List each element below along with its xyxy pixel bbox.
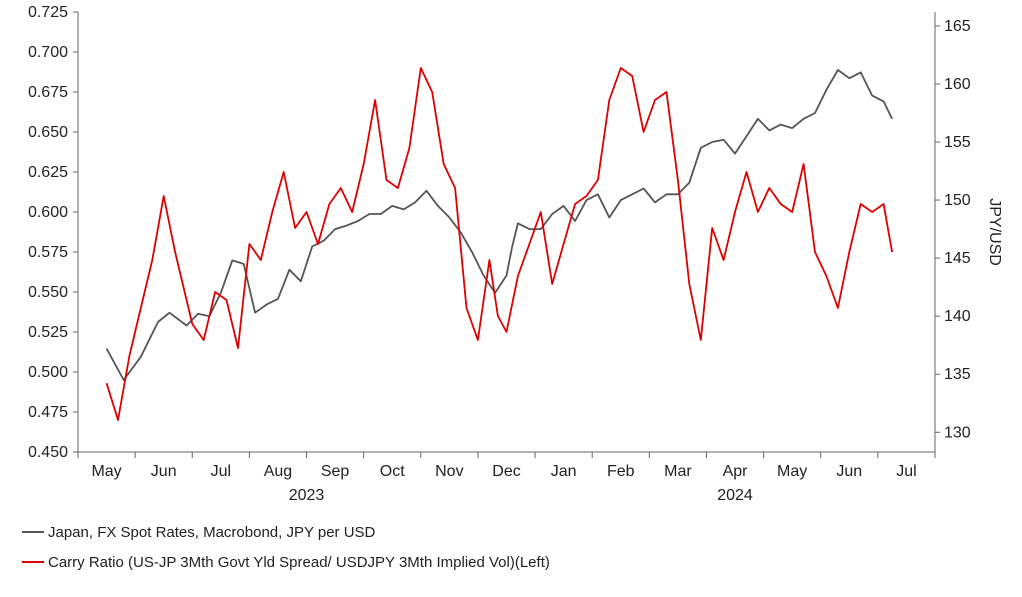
- carry-ratio-series-line: [105, 67, 893, 421]
- x-month-label: May: [777, 463, 807, 480]
- x-month-label: Aug: [264, 463, 292, 480]
- left-tick-label: 0.450: [28, 444, 68, 461]
- legend-item-fx: Japan, FX Spot Rates, Macrobond, JPY per…: [22, 520, 550, 544]
- right-tick-label: 145: [944, 250, 971, 267]
- x-month-label: Jul: [211, 463, 231, 480]
- left-tick-label: 0.475: [28, 404, 68, 421]
- x-month-label: Mar: [664, 463, 692, 480]
- left-tick-label: 0.500: [28, 364, 68, 381]
- left-tick-label: 0.625: [28, 164, 68, 181]
- left-tick-label: 0.650: [28, 124, 68, 141]
- x-month-label: Jan: [551, 463, 577, 480]
- line-chart: 0.450 0.475 0.500 0.525 0.550 0.575 0.600 0.625…: [28, 4, 1003, 504]
- legend-swatch-carry: [22, 561, 44, 563]
- left-tick-label: 0.675: [28, 84, 68, 101]
- x-year-label: 2024: [717, 487, 753, 504]
- x-month-label: Jun: [836, 463, 862, 480]
- x-month-label: Feb: [607, 463, 635, 480]
- right-tick-label: 165: [944, 18, 971, 35]
- x-month-label: Jul: [896, 463, 916, 480]
- left-tick-label: 0.700: [28, 44, 68, 61]
- fx-spot-series-line: [105, 69, 893, 381]
- left-tick-label: 0.725: [28, 4, 68, 21]
- left-tick-label: 0.550: [28, 284, 68, 301]
- right-tick-label: 150: [944, 192, 971, 209]
- x-month-label: Jun: [151, 463, 177, 480]
- legend: Japan, FX Spot Rates, Macrobond, JPY per…: [22, 520, 550, 580]
- left-tick-label: 0.575: [28, 244, 68, 261]
- legend-item-carry: Carry Ratio (US-JP 3Mth Govt Yld Spread/…: [22, 550, 550, 574]
- x-month-label: Nov: [435, 463, 463, 480]
- left-tick-label: 0.525: [28, 324, 68, 341]
- right-tick-label: 130: [944, 424, 971, 441]
- right-tick-label: 160: [944, 76, 971, 93]
- right-tick-label: 135: [944, 366, 971, 383]
- right-tick-label: 140: [944, 308, 971, 325]
- x-month-label: Apr: [723, 463, 749, 480]
- x-month-label: Dec: [492, 463, 520, 480]
- right-axis-title: JPY/USD: [986, 198, 1003, 266]
- legend-swatch-fx: [22, 531, 44, 533]
- right-tick-label: 155: [944, 134, 971, 151]
- x-month-label: Oct: [380, 463, 405, 480]
- legend-label-fx: Japan, FX Spot Rates, Macrobond, JPY per…: [48, 523, 376, 541]
- x-month-label: May: [91, 463, 121, 480]
- left-tick-label: 0.600: [28, 204, 68, 221]
- x-year-label: 2023: [289, 487, 325, 504]
- x-month-label: Sep: [321, 463, 350, 480]
- legend-label-carry: Carry Ratio (US-JP 3Mth Govt Yld Spread/…: [48, 553, 550, 571]
